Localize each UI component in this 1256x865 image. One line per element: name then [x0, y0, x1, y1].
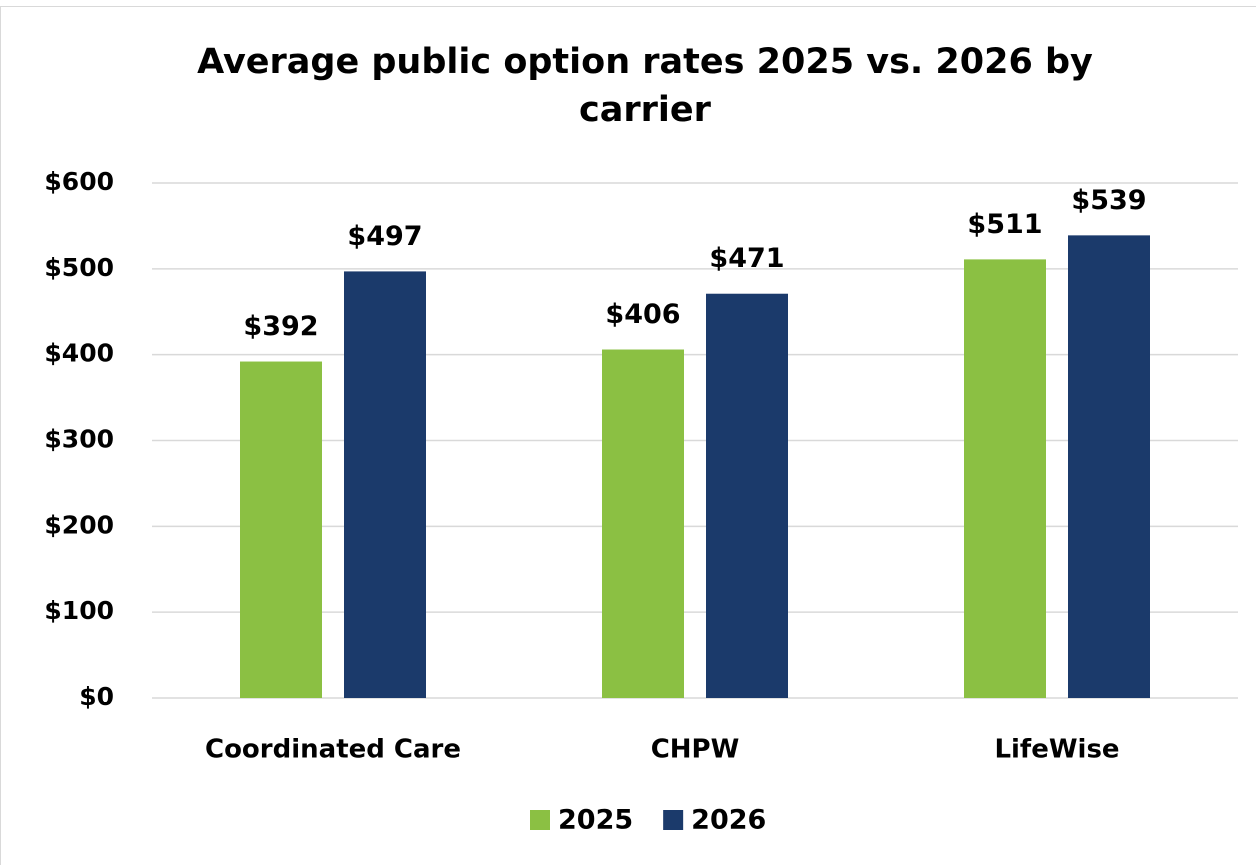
- y-tick-label: $500: [44, 253, 114, 282]
- legend-swatch: [530, 810, 550, 830]
- value-label: $539: [1071, 185, 1146, 216]
- bar: [240, 361, 322, 698]
- x-tick-label: Coordinated Care: [205, 735, 461, 765]
- legend-swatch: [663, 810, 684, 830]
- legend-label: 2026: [691, 805, 766, 836]
- value-label: $392: [243, 311, 318, 342]
- value-label: $406: [605, 299, 680, 330]
- chart-title: Average public option rates 2025 vs. 202…: [197, 42, 1093, 130]
- value-label: $497: [347, 221, 422, 252]
- x-tick-label: LifeWise: [994, 735, 1119, 765]
- value-label: $511: [967, 209, 1042, 240]
- y-tick-label: $300: [44, 425, 114, 454]
- bar: [602, 349, 684, 698]
- chart-border: [0, 6, 1256, 865]
- y-tick-label: $200: [44, 510, 114, 539]
- value-label: $471: [709, 243, 784, 274]
- bar: [344, 271, 426, 698]
- y-tick-label: $400: [44, 339, 114, 368]
- bar: [706, 293, 788, 698]
- y-tick-label: $0: [79, 682, 114, 711]
- y-tick-label: $100: [44, 596, 114, 625]
- x-tick-label: CHPW: [651, 735, 740, 765]
- bar: [1068, 235, 1150, 698]
- y-tick-label: $600: [44, 167, 114, 196]
- bar: [964, 259, 1046, 698]
- legend-label: 2025: [558, 805, 633, 836]
